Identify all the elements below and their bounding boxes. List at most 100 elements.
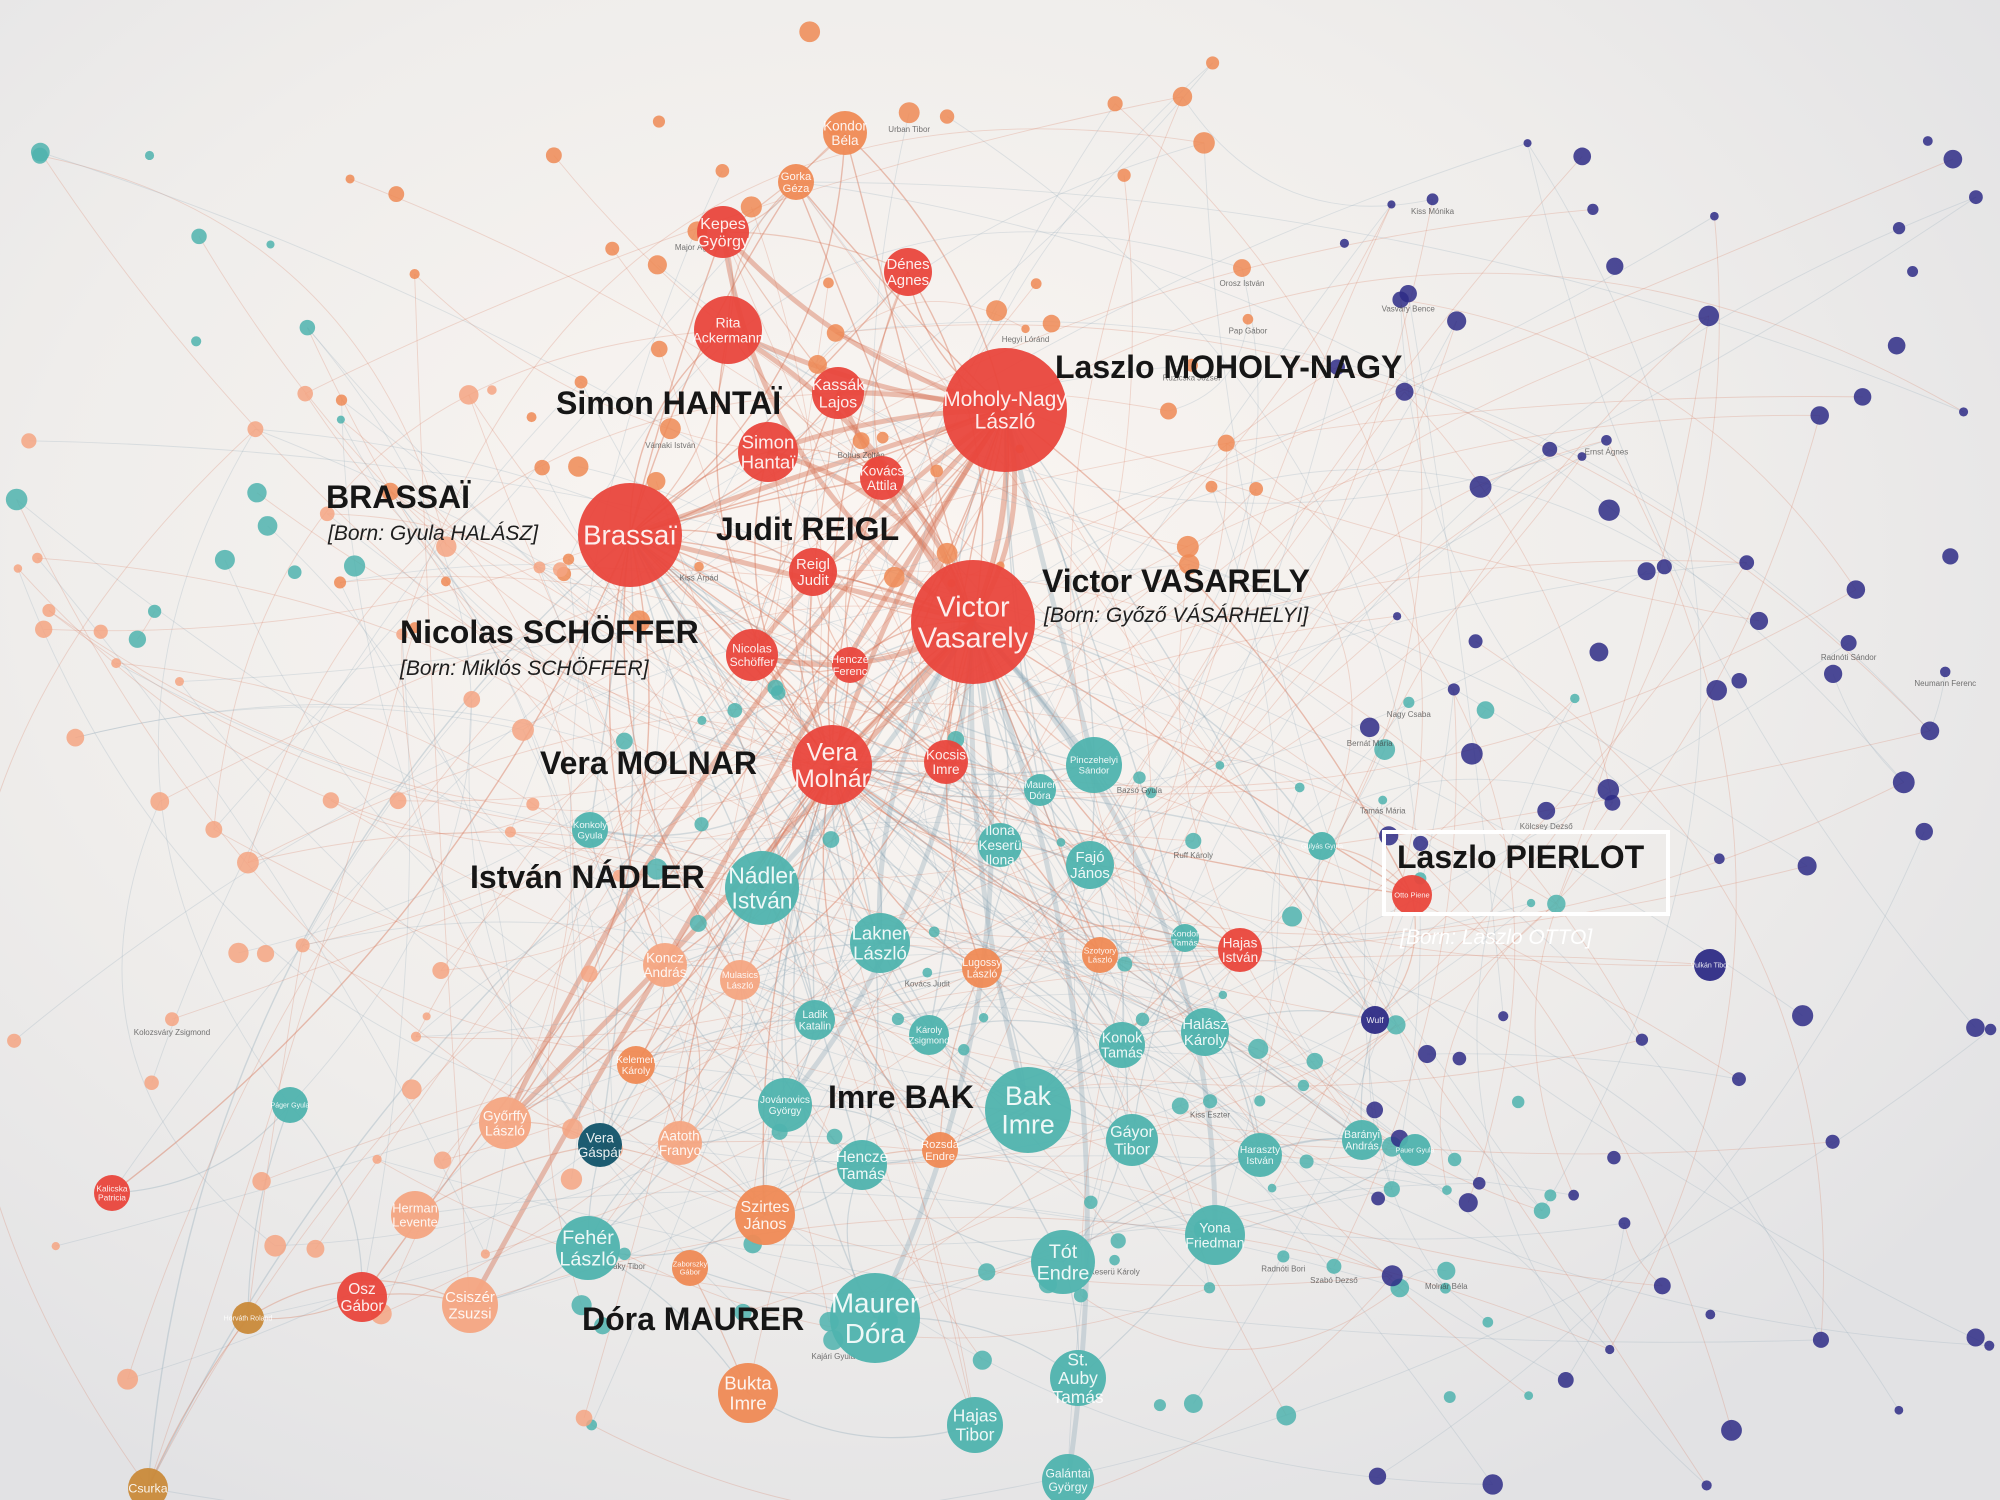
node-circle: [738, 422, 798, 482]
node-circle: [792, 725, 872, 805]
graph-node[interactable]: Wulf: [1361, 1006, 1389, 1034]
edge: [968, 621, 1031, 1111]
annotation-nadler: István NÁDLER: [470, 859, 705, 895]
graph-node[interactable]: Gulyás Gyula: [1301, 832, 1343, 860]
graph-node[interactable]: Horváth Roland: [224, 1302, 273, 1334]
node-label: Kocsis: [926, 747, 966, 762]
edge: [911, 62, 1213, 1018]
node-circle: [860, 456, 904, 500]
graph-node[interactable]: Páger Gyula: [271, 1087, 310, 1123]
minor-node: [526, 797, 540, 811]
node-label: Imre: [932, 762, 959, 777]
edge: [1192, 439, 1607, 842]
edge: [147, 1029, 1991, 1500]
edge: [255, 428, 1261, 1156]
minor-node: [618, 1247, 631, 1261]
edge: [1004, 409, 1376, 1021]
annotation-vasarely-born: [Born: Győző VÁSÁRHELYI]: [1043, 604, 1309, 627]
minor-node: [1887, 336, 1906, 355]
graph-node[interactable]: Csurka: [128, 1468, 168, 1500]
annotation-layer: Laszlo MOHOLY-NAGY Simon HANTAÏ BRASSAÏ …: [326, 349, 1670, 1337]
graph-node[interactable]: Vulkán Tibor: [1691, 949, 1730, 981]
node-circle: [479, 1097, 531, 1149]
edge: [327, 513, 702, 825]
graph-node[interactable]: Brassaï: [578, 483, 682, 587]
graph-node[interactable]: Otto Piene: [1392, 875, 1432, 915]
minor-node: [799, 21, 821, 43]
edge: [361, 634, 411, 1298]
edge: [414, 1144, 601, 1216]
minor-node: [1846, 580, 1866, 599]
minor-node: [433, 1151, 452, 1170]
minor-node: [826, 324, 845, 342]
node-label: Vera: [586, 1130, 614, 1145]
minor-node: [334, 576, 347, 589]
graph-node[interactable]: Pauer Gyula: [1396, 1134, 1435, 1166]
minor-node: [526, 412, 537, 423]
node-label: Kassák: [812, 376, 866, 394]
edge: [306, 327, 1663, 1287]
node-label: Galántai: [1045, 1467, 1090, 1481]
minor-node: [1570, 693, 1580, 704]
node-label: Kepes: [700, 215, 746, 233]
edge: [599, 764, 833, 1146]
